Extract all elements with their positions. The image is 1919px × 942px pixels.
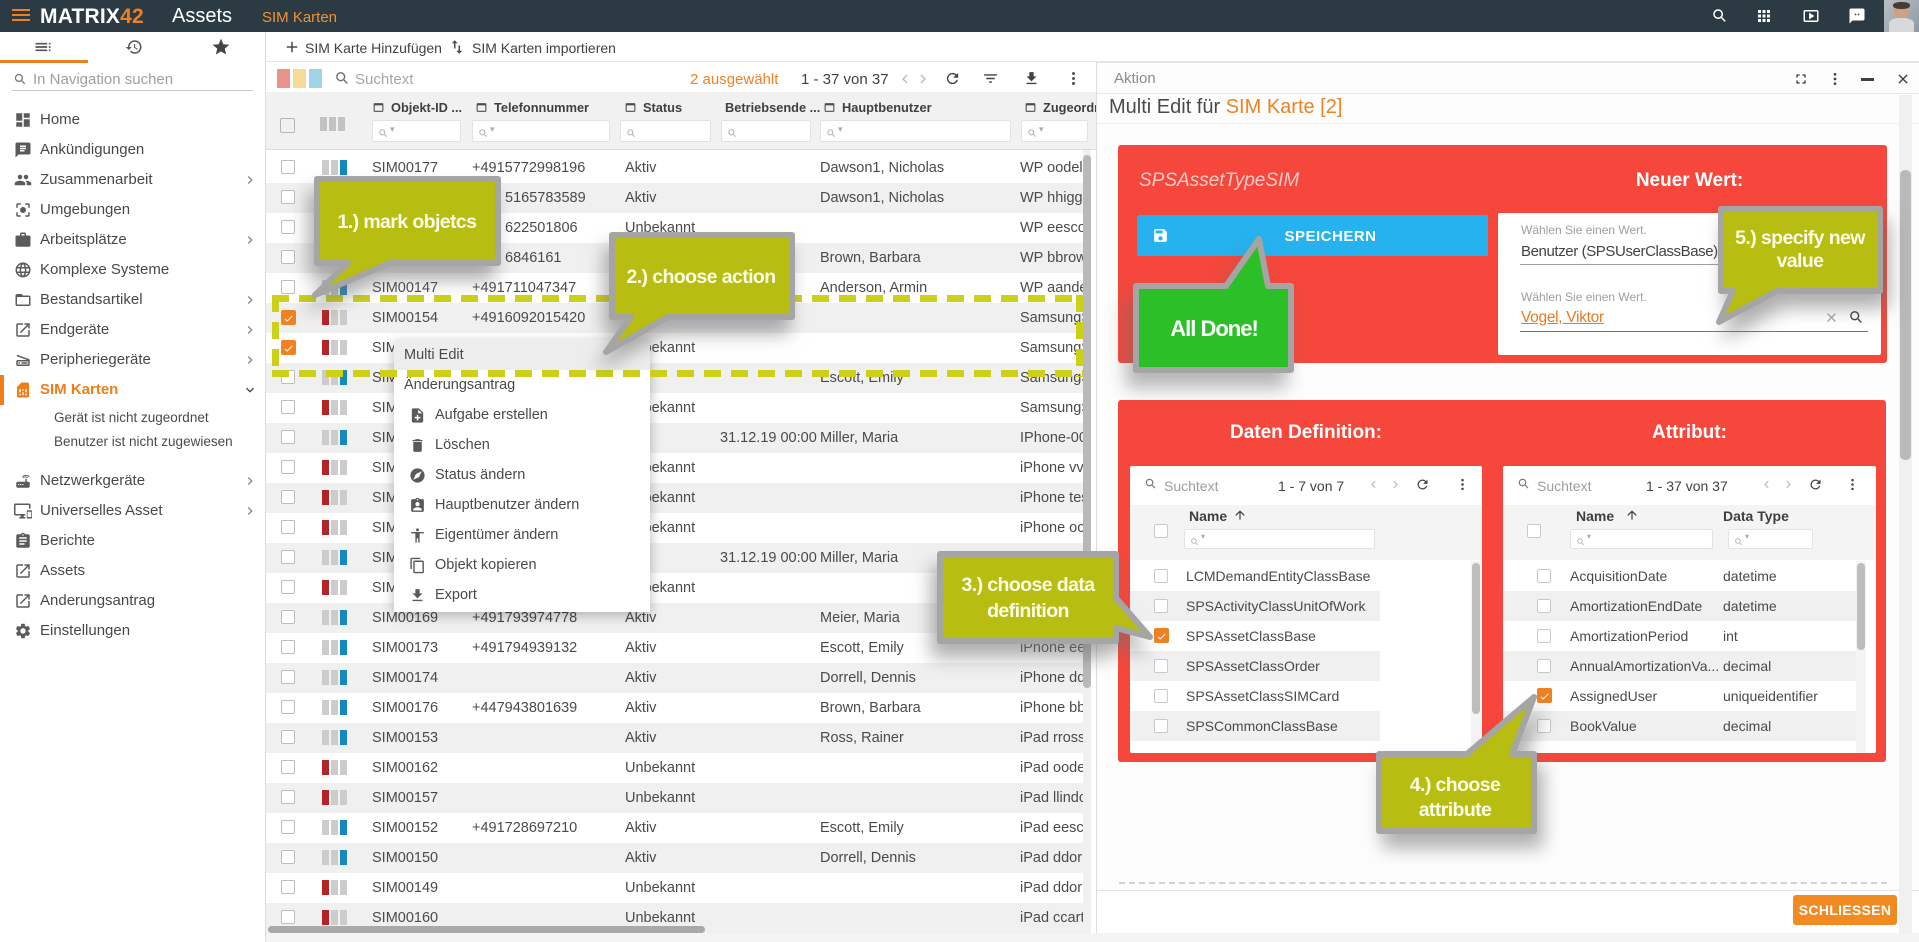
svg-text:5.) specify new: 5.) specify new: [1735, 227, 1866, 249]
svg-text:2.) choose action: 2.) choose action: [626, 266, 775, 288]
svg-text:value: value: [1777, 250, 1825, 272]
svg-text:4.) choose: 4.) choose: [1410, 774, 1501, 796]
svg-text:All Done!: All Done!: [1170, 316, 1258, 341]
svg-text:attribute: attribute: [1419, 799, 1492, 821]
svg-text:1.) mark objetcs: 1.) mark objetcs: [338, 211, 478, 233]
svg-text:3.) choose data: 3.) choose data: [962, 574, 1096, 596]
svg-text:definition: definition: [987, 600, 1069, 622]
